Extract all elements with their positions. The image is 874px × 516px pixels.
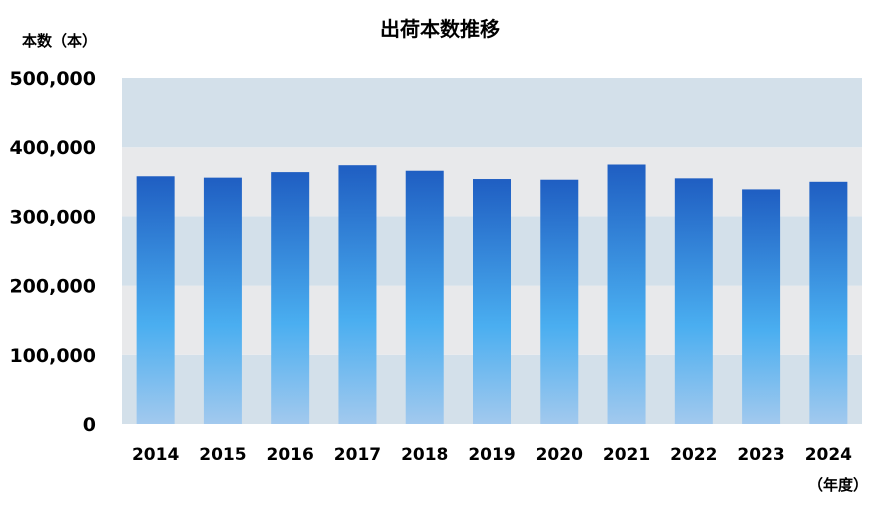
x-tick-label: 2016 xyxy=(267,445,314,465)
bar xyxy=(338,165,377,424)
x-tick-label: 2018 xyxy=(401,445,448,465)
x-tick-label: 2021 xyxy=(603,445,650,465)
bar xyxy=(405,170,444,424)
bar xyxy=(809,181,848,424)
grid-band xyxy=(122,78,862,148)
bar xyxy=(271,172,310,424)
x-tick-label: 2023 xyxy=(737,445,784,465)
bar xyxy=(607,164,646,424)
bars xyxy=(136,164,848,424)
y-tick-label: 400,000 xyxy=(9,137,96,159)
bar xyxy=(203,177,242,424)
y-tick-label: 0 xyxy=(83,414,96,436)
bar xyxy=(540,179,579,424)
bar xyxy=(742,189,781,424)
y-tick-label: 300,000 xyxy=(9,206,96,228)
x-axis-unit-label: （年度） xyxy=(808,476,868,494)
y-tick-label: 500,000 xyxy=(9,68,96,90)
chart-title: 出荷本数推移 xyxy=(380,17,500,41)
y-tick-label: 100,000 xyxy=(9,345,96,367)
bar xyxy=(473,179,511,424)
y-axis-unit-label: 本数（本） xyxy=(22,32,97,50)
x-tick-label: 2017 xyxy=(334,445,381,465)
y-axis-ticks: 0 100,000 200,000 300,000 400,000 500,000 xyxy=(9,68,96,436)
bar xyxy=(674,178,713,424)
x-tick-label: 2015 xyxy=(199,445,246,465)
x-tick-label: 2022 xyxy=(670,445,717,465)
y-tick-label: 200,000 xyxy=(9,276,96,298)
x-tick-label: 2014 xyxy=(132,445,179,465)
x-tick-label: 2019 xyxy=(468,445,515,465)
x-tick-label: 2024 xyxy=(805,445,852,465)
bar xyxy=(136,176,175,424)
x-tick-label: 2020 xyxy=(536,445,583,465)
x-axis-ticks: 2014 2015 2016 2017 2018 2019 2020 2021 2022 2023… xyxy=(132,445,852,465)
